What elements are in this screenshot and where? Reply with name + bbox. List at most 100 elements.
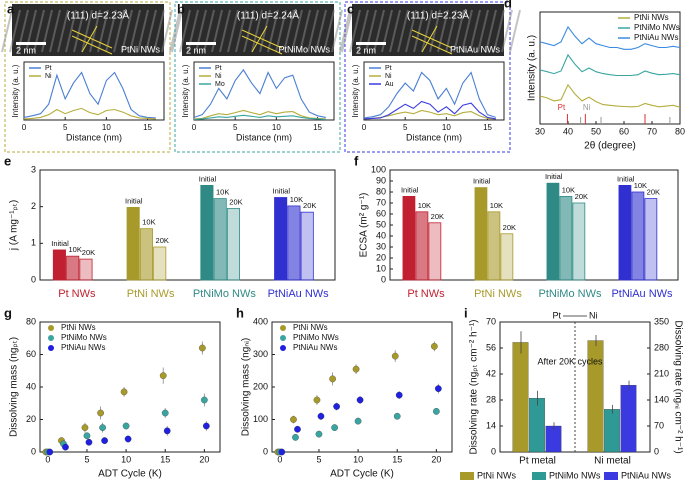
- line-series: [539, 53, 681, 77]
- plot-frame: [193, 61, 335, 121]
- lattice-fringe: [153, 9, 165, 53]
- data-point: [202, 422, 210, 430]
- bar-label: 10K: [142, 218, 155, 227]
- lattice-fringe: [137, 9, 149, 53]
- lattice-fringe: [161, 9, 173, 53]
- y2-tick-label: 210: [654, 368, 669, 378]
- bar: [79, 258, 93, 281]
- data-point: [163, 427, 171, 435]
- y-axis-label: j (A mg⁻¹ₚₜ): [9, 200, 20, 251]
- bar-label: Initial: [473, 177, 491, 186]
- annotation: Pt: [552, 310, 561, 320]
- scale-bar: [186, 42, 216, 45]
- legend-swatch: [280, 325, 286, 331]
- lattice-fringe: [243, 9, 255, 53]
- panel-frame: [174, 1, 341, 153]
- bar: [226, 208, 240, 281]
- x-tick-label: 5: [316, 454, 321, 464]
- y-tick-label: 20: [376, 252, 386, 262]
- category-label: Pt NWs: [58, 288, 96, 300]
- bar: [620, 384, 637, 453]
- lattice-marker: [81, 25, 98, 53]
- data-point: [161, 409, 169, 417]
- bar-label: 20K: [575, 192, 588, 201]
- y-tick-label: 40: [376, 230, 386, 240]
- lattice-fringe: [349, 9, 361, 53]
- x-axis-label: 2θ (degree): [584, 141, 636, 152]
- y-tick-label: 30: [376, 241, 386, 251]
- bar: [139, 228, 153, 281]
- legend-swatch: [48, 335, 54, 341]
- bar-label: 20K: [229, 197, 242, 206]
- bar-label: 20K: [503, 223, 516, 232]
- lattice-marker: [251, 25, 268, 53]
- lattice-fringe: [469, 9, 481, 53]
- legend-swatch: [280, 345, 286, 351]
- scale-bar: [356, 42, 386, 45]
- lattice-fringe: [501, 9, 513, 53]
- y-tick-label: 90: [376, 175, 386, 185]
- panel-letter: d: [504, 0, 512, 10]
- line-series: [23, 71, 156, 119]
- data-point: [294, 425, 301, 433]
- scale-bar: [16, 42, 46, 45]
- plot-frame: [23, 61, 165, 121]
- y-axis-label: ECSA (m² g⁻¹): [359, 193, 370, 258]
- scale-bar-label: 2 nm: [186, 45, 206, 55]
- lattice-fringe: [9, 9, 21, 53]
- y-tick-label: 0: [263, 446, 268, 456]
- legend-swatch: [48, 325, 54, 331]
- data-point: [292, 434, 299, 441]
- data-point: [395, 391, 403, 399]
- bar-label: 20K: [303, 201, 316, 210]
- lattice-label: (111) d=2.23Å: [67, 9, 130, 22]
- bar: [618, 184, 632, 281]
- bar-label: Initial: [199, 174, 217, 183]
- lattice-fringe: [283, 9, 295, 53]
- y-tick-label: 0: [381, 274, 386, 284]
- x-tick-label: 0: [45, 454, 50, 464]
- x-axis-label: ADT Cycle (K): [98, 469, 162, 480]
- legend-swatch: [48, 345, 54, 351]
- line-series: [193, 114, 326, 121]
- bar: [287, 205, 301, 281]
- lattice-fringe: [275, 9, 287, 53]
- y-tick-label: 28: [486, 394, 496, 404]
- bar-label: 20K: [156, 236, 169, 245]
- line-series: [193, 109, 326, 120]
- category-label: Pt metal: [519, 456, 556, 467]
- lattice-fringe: [291, 9, 303, 53]
- bar: [500, 233, 514, 281]
- lattice-fringe: [397, 9, 409, 53]
- legend-label: Au: [385, 81, 394, 88]
- lattice-fringe: [73, 9, 85, 53]
- x-tick-label: 5: [84, 454, 89, 464]
- lattice-fringe: [307, 9, 319, 53]
- sample-label: PtNiMo NWs: [279, 44, 331, 54]
- x-tick-label: 15: [483, 123, 492, 132]
- x-tick-label: 15: [392, 454, 402, 464]
- y-axis-label: Intensity (a. u.): [527, 35, 538, 101]
- bar: [474, 187, 488, 281]
- lattice-fringe: [509, 9, 521, 53]
- category-label: Ni metal: [594, 456, 631, 467]
- x-tick-label: 20: [431, 454, 441, 464]
- legend-swatch: [280, 335, 286, 341]
- bar: [428, 222, 442, 281]
- y-tick-label: 60: [376, 208, 386, 218]
- panel-frame: [4, 1, 171, 153]
- data-point: [354, 417, 362, 425]
- legend-label: PtNiAu NWs: [634, 33, 678, 42]
- reference-label: Pt: [558, 103, 566, 112]
- x-tick-label: 0: [362, 123, 367, 132]
- bar: [631, 191, 645, 281]
- lattice-fringe: [251, 9, 263, 53]
- y2-axis-label: Dissolving rate (ngₙᵢ cm⁻² h⁻¹): [672, 320, 683, 453]
- annotation: After 20K cycles: [538, 356, 604, 366]
- lattice-fringe: [477, 9, 489, 53]
- y-tick-label: 100: [253, 414, 268, 424]
- data-point: [97, 409, 104, 417]
- legend-label: Ni: [385, 73, 392, 80]
- x-axis-label: Distance (nm): [406, 132, 462, 142]
